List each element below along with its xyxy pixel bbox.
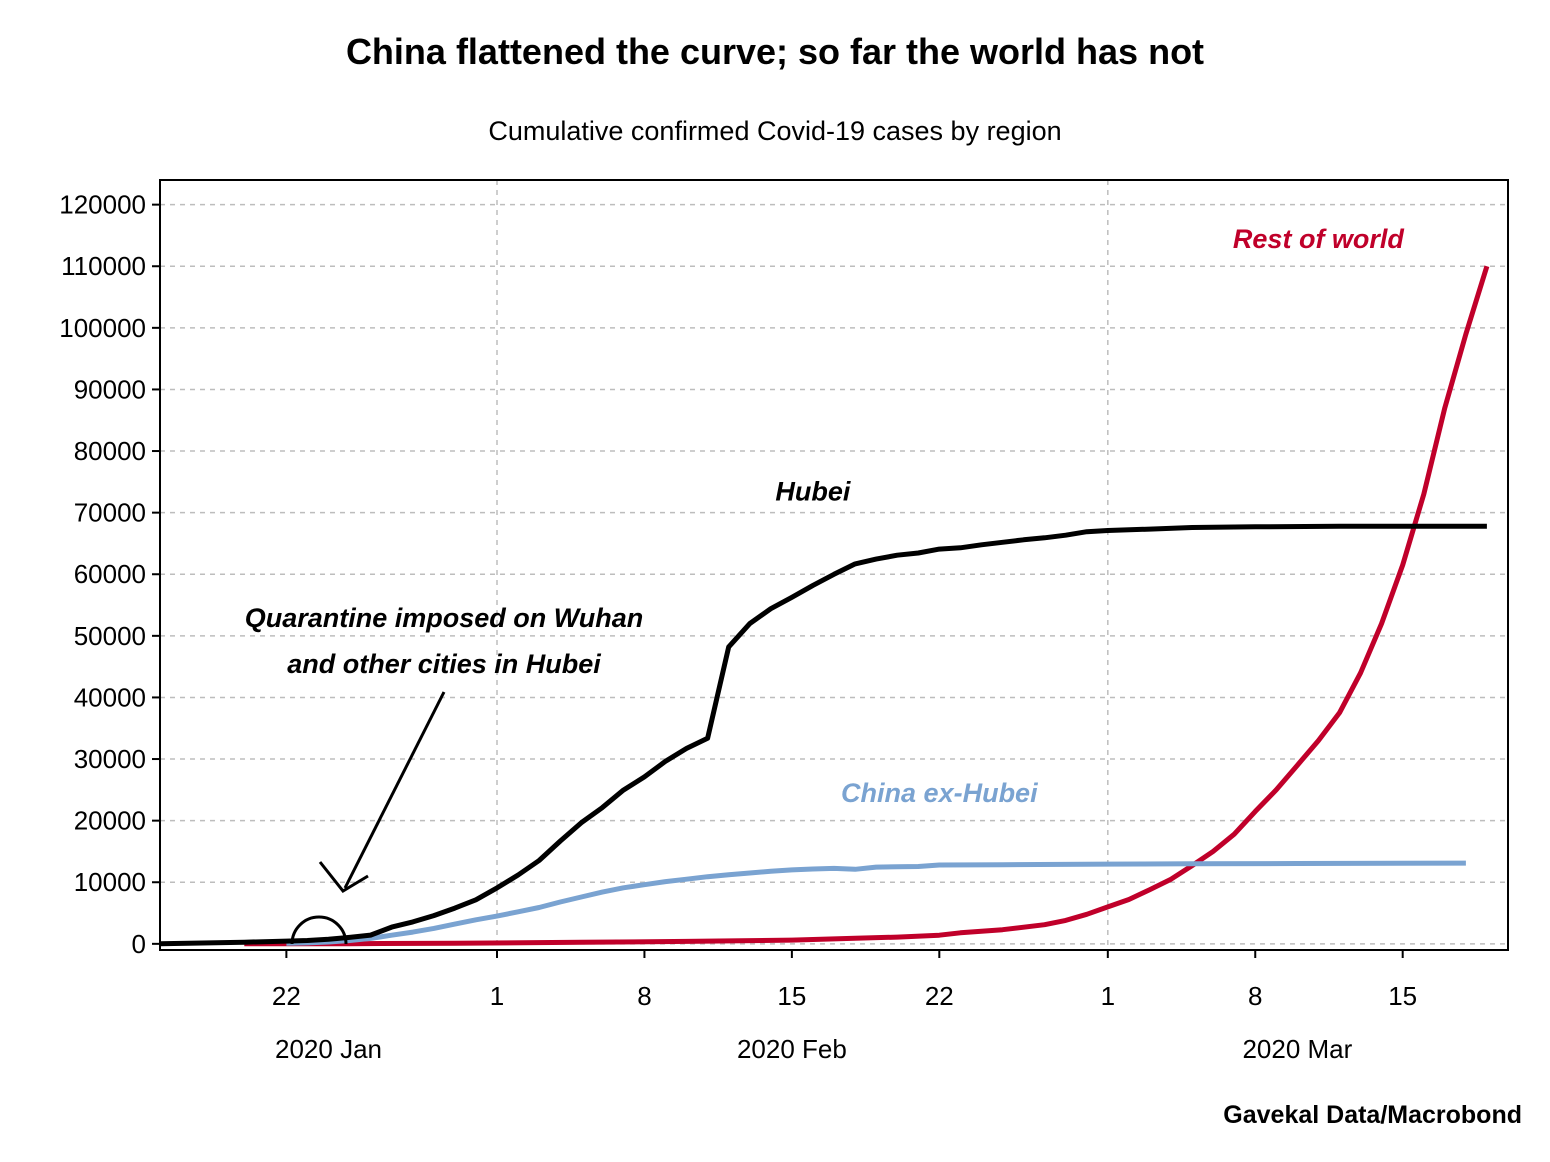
x-month-label: 2020 Jan [275,1034,382,1064]
y-tick-label: 70000 [74,498,146,528]
y-tick-label: 0 [132,929,146,959]
y-axis: 0 10000 20000 30000 40000 50000 60000 70000 8000… [59,190,160,959]
y-tick-label: 80000 [74,436,146,466]
series-line-china-ex-hubei [286,860,1466,946]
series-label: China ex-Hubei [841,778,1038,808]
y-tick-label: 60000 [74,559,146,589]
y-tick-label: 40000 [74,682,146,712]
x-tick-label: 22 [925,981,954,1011]
x-tick-label: 22 [272,981,301,1011]
x-month-label: 2020 Mar [1242,1034,1352,1064]
x-tick-label: 8 [637,981,651,1011]
x-tick-label: 1 [1101,981,1115,1011]
series-label: Hubei [775,476,851,506]
annotation-arrowhead [318,861,369,893]
y-tick-label: 100000 [59,313,146,343]
y-tick-label: 90000 [74,374,146,404]
annotation-arrow-line [343,691,446,889]
series-label: Rest of world [1233,224,1405,254]
x-axis: 22 1 8 15 22 1 8 15 2020 Jan 2020 Feb 2020 Mar [272,950,1417,1064]
series-lines: Hubei China ex-Hubei Rest of world [159,224,1490,947]
x-tick-label: 15 [1388,981,1417,1011]
source-note: Gavekal Data/Macrobond [1223,1101,1522,1129]
x-month-label: 2020 Feb [737,1034,847,1064]
series-line-hubei [159,523,1487,947]
y-tick-label: 30000 [74,744,146,774]
series-line-rest-of-world [244,265,1490,947]
x-tick-label: 8 [1248,981,1262,1011]
annotation-text: Quarantine imposed on Wuhan [245,603,644,633]
y-tick-label: 50000 [74,621,146,651]
chart-subtitle: Cumulative confirmed Covid-19 cases by r… [488,116,1061,146]
annotation: Quarantine imposed on Wuhan and other cit… [245,603,644,945]
annotation-circle-marker [290,915,348,945]
x-tick-label: 1 [490,981,504,1011]
y-tick-label: 10000 [74,867,146,897]
y-tick-label: 120000 [59,190,146,220]
grid [160,180,1508,950]
annotation-text: and other cities in Hubei [287,649,601,679]
y-tick-label: 20000 [74,806,146,836]
x-tick-label: 15 [777,981,806,1011]
y-tick-label: 110000 [61,251,146,281]
plot-frame [159,179,1509,951]
chart-title: China flattened the curve; so far the wo… [346,31,1204,72]
